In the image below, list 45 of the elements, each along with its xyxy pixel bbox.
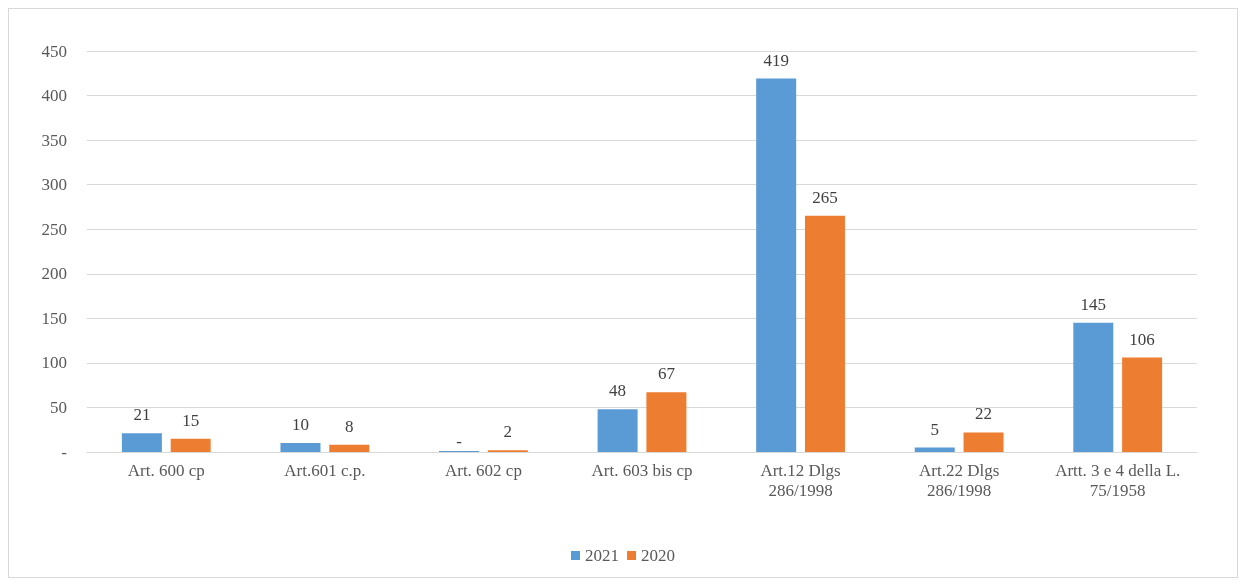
x-tick-label: Art. 602 cp (444, 460, 522, 480)
y-tick-label: 350 (41, 130, 67, 150)
y-tick-label: 300 (41, 175, 67, 195)
legend-label: 2020 (641, 546, 675, 565)
data-label: 48 (609, 381, 627, 401)
bar (280, 443, 321, 452)
y-tick-label: 50 (50, 397, 67, 417)
data-label: 265 (812, 187, 838, 207)
bar (597, 409, 638, 452)
data-label: 8 (345, 416, 354, 436)
bar (170, 438, 211, 452)
bar (646, 392, 687, 452)
bar (804, 215, 845, 452)
data-label: 21 (133, 405, 151, 425)
x-tick-label: Art. 600 cp (127, 460, 205, 480)
bar (1122, 357, 1163, 452)
x-tick-label: Art.601 c.p. (284, 460, 366, 480)
data-label: 10 (291, 415, 309, 435)
bar (963, 432, 1004, 452)
y-tick-label: 200 (41, 264, 67, 284)
x-tick-label: Art. 603 bis cp (591, 460, 693, 480)
x-tick-label: Art.22 Dlgs 286/1998 (919, 460, 1000, 500)
y-tick-label: 100 (41, 353, 67, 373)
x-tick-label: Artt. 3 e 4 della L. 75/1958 (1055, 460, 1181, 500)
data-label: 2 (503, 422, 513, 442)
y-tick-label: 150 (41, 308, 67, 328)
data-label: 5 (930, 419, 939, 439)
legend-label: 2021 (585, 546, 619, 565)
y-tick-label: 250 (41, 219, 67, 239)
data-label: 67 (657, 364, 676, 384)
y-tick-label: 400 (41, 86, 67, 106)
data-label: 15 (182, 410, 200, 430)
bar (329, 444, 370, 452)
bar (756, 78, 797, 452)
y-tick-label: - (61, 442, 68, 462)
bar (914, 447, 955, 452)
data-label: 22 (975, 404, 993, 424)
bar (1073, 322, 1114, 452)
data-label: 145 (1080, 294, 1107, 314)
x-tick-label: Art.12 Dlgs 286/1998 (760, 460, 841, 500)
data-label: - (456, 432, 463, 451)
data-label: 419 (763, 50, 789, 70)
data-label: 106 (1129, 329, 1155, 349)
bar (121, 433, 162, 452)
y-tick-label: 450 (41, 41, 67, 61)
